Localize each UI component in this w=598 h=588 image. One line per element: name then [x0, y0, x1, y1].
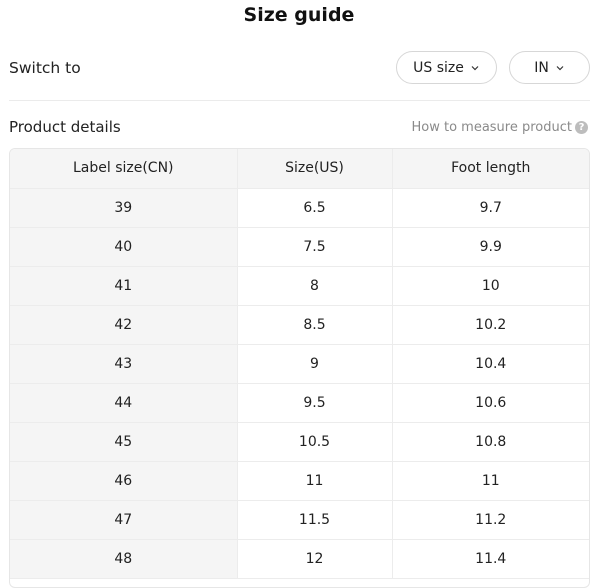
cell-foot-length: 11.2: [392, 500, 589, 540]
cell-label-size: 39: [10, 188, 238, 228]
cell-label-size: 45: [10, 422, 238, 462]
product-details-label: Product details: [9, 118, 121, 136]
table-row: 44 9.5 10.6: [10, 383, 589, 423]
cell-foot-length: 11.4: [392, 539, 589, 579]
size-table: Label size(CN) Size(US) Foot length 39 6…: [10, 149, 589, 579]
chevron-down-icon: [471, 65, 479, 70]
table-header-row: Label size(CN) Size(US) Foot length: [10, 149, 589, 189]
table-row: 41 8 10: [10, 266, 589, 306]
cell-foot-length: 9.7: [392, 188, 589, 228]
column-header-label-size: Label size(CN): [10, 149, 238, 189]
cell-size-us: 12: [237, 539, 393, 579]
switch-row: Switch to US size IN: [9, 50, 590, 86]
chevron-down-icon: [556, 65, 564, 70]
cell-label-size: 41: [10, 266, 238, 306]
cell-size-us: 6.5: [237, 188, 393, 228]
divider: [9, 100, 590, 101]
cell-label-size: 47: [10, 500, 238, 540]
size-table-container: Label size(CN) Size(US) Foot length 39 6…: [9, 148, 590, 588]
cell-size-us: 9: [237, 344, 393, 384]
cell-size-us: 8: [237, 266, 393, 306]
cell-label-size: 40: [10, 227, 238, 267]
column-header-size-us: Size(US): [237, 149, 393, 189]
table-row: 42 8.5 10.2: [10, 305, 589, 345]
cell-label-size: 44: [10, 383, 238, 423]
unit-value: IN: [534, 59, 549, 76]
cell-size-us: 9.5: [237, 383, 393, 423]
cell-foot-length: 10.6: [392, 383, 589, 423]
help-icon: ?: [575, 121, 588, 134]
cell-size-us: 10.5: [237, 422, 393, 462]
cell-label-size: 48: [10, 539, 238, 579]
cell-size-us: 11: [237, 461, 393, 501]
cell-size-us: 11.5: [237, 500, 393, 540]
cell-foot-length: 10.4: [392, 344, 589, 384]
table-row: 48 12 11.4: [10, 539, 589, 579]
cell-label-size: 46: [10, 461, 238, 501]
cell-size-us: 8.5: [237, 305, 393, 345]
column-header-foot-length: Foot length: [392, 149, 589, 189]
cell-foot-length: 9.9: [392, 227, 589, 267]
cell-foot-length: 11: [392, 461, 589, 501]
cell-foot-length: 10: [392, 266, 589, 306]
table-row: 47 11.5 11.2: [10, 500, 589, 540]
table-row: 46 11 11: [10, 461, 589, 501]
table-row: 45 10.5 10.8: [10, 422, 589, 462]
unit-select[interactable]: IN: [509, 51, 590, 84]
cell-label-size: 43: [10, 344, 238, 384]
cell-foot-length: 10.2: [392, 305, 589, 345]
size-system-value: US size: [413, 59, 464, 76]
page-title: Size guide: [243, 4, 355, 26]
table-row: 39 6.5 9.7: [10, 188, 589, 228]
switch-label: Switch to: [9, 59, 81, 77]
how-to-measure-text: How to measure product: [411, 120, 572, 135]
table-row: 40 7.5 9.9: [10, 227, 589, 267]
cell-label-size: 42: [10, 305, 238, 345]
cell-size-us: 7.5: [237, 227, 393, 267]
size-system-select[interactable]: US size: [396, 51, 497, 84]
how-to-measure-link[interactable]: How to measure product ?: [411, 119, 588, 136]
table-row: 43 9 10.4: [10, 344, 589, 384]
cell-foot-length: 10.8: [392, 422, 589, 462]
